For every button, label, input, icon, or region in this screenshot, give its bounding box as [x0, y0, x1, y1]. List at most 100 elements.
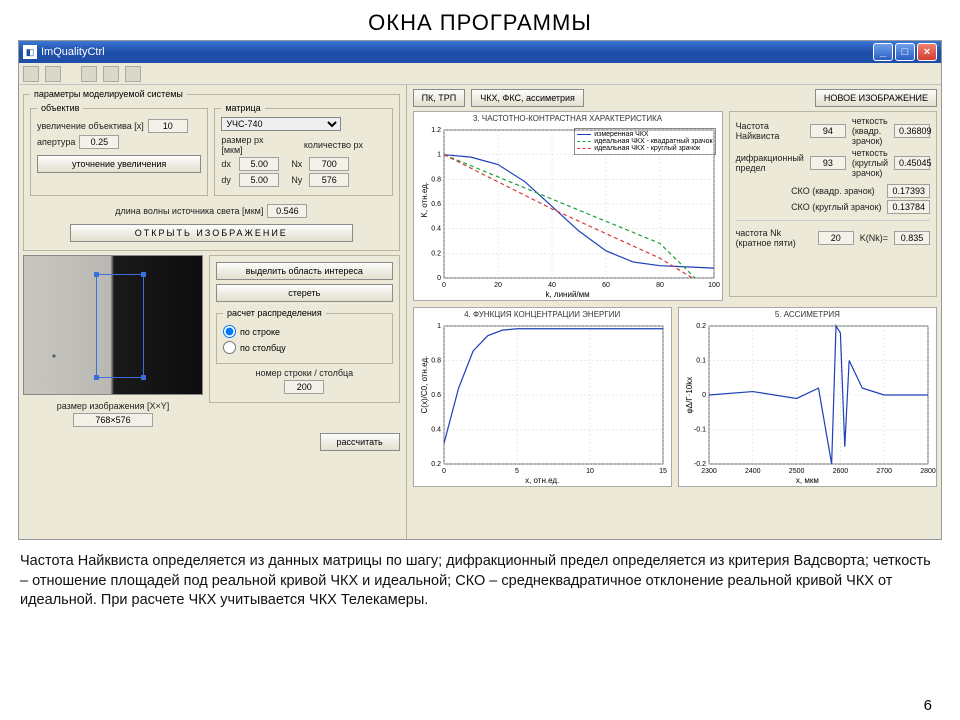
- matrix-select[interactable]: УЧС-740: [221, 117, 341, 131]
- params-group: параметры моделируемой системы объектив …: [23, 89, 400, 251]
- mag-label: увеличение объектива [х]: [37, 121, 144, 131]
- rowcol-label: номер строки / столбца: [216, 368, 393, 378]
- dif-label: дифракционный предел: [736, 153, 804, 173]
- toolbar-icon-3[interactable]: [81, 66, 97, 82]
- svg-text:0.6: 0.6: [431, 201, 441, 208]
- close-button[interactable]: ×: [917, 43, 937, 61]
- page-number: 6: [924, 697, 932, 714]
- stats-panel: Частота Найквиста 94 четкость (квадр. зр…: [729, 111, 937, 297]
- svg-text:2700: 2700: [876, 468, 892, 475]
- svg-text:15: 15: [659, 468, 667, 475]
- sharpsq-val: 0.36809: [894, 124, 930, 138]
- new-image-button[interactable]: НОВОЕ ИЗОБРАЖЕНИЕ: [815, 89, 937, 107]
- svg-text:2600: 2600: [832, 468, 848, 475]
- chart-mtf: 3. ЧАСТОТНО-КОНТРАСТНАЯ ХАРАКТЕРИСТИКА и…: [413, 111, 723, 301]
- dist-group: расчет распределения по строке по столбц…: [216, 308, 393, 364]
- knk-label: K(Nk)=: [860, 233, 888, 243]
- radio-row-label: по строке: [240, 327, 280, 337]
- ny-label: Ny: [291, 175, 305, 185]
- skosq-label: СКО (квадр. зрачок): [791, 186, 881, 196]
- dy-label: dy: [221, 175, 235, 185]
- svg-text:0: 0: [437, 275, 441, 282]
- wavelength-value: 0.546: [267, 204, 307, 218]
- svg-text:1: 1: [437, 152, 441, 159]
- titlebar: ◧ ImQualityCtrl _ □ ×: [19, 41, 941, 63]
- pxsize-label: размер px [мкм]: [221, 135, 277, 155]
- svg-text:40: 40: [548, 282, 556, 289]
- clear-roi-button[interactable]: стереть: [216, 284, 393, 302]
- svg-text:100: 100: [708, 282, 720, 289]
- tab-chkh[interactable]: ЧКХ, ФКС, ассиметрия: [471, 89, 584, 107]
- mag-value: 10: [148, 119, 188, 133]
- ny-value[interactable]: 576: [309, 173, 349, 187]
- toolbar: [19, 63, 941, 85]
- svg-text:1.2: 1.2: [431, 127, 441, 134]
- img-size-value: 768×576: [73, 413, 153, 427]
- select-roi-button[interactable]: выделить область интереса: [216, 262, 393, 280]
- svg-text:1: 1: [437, 323, 441, 330]
- svg-text:0.8: 0.8: [431, 176, 441, 183]
- nx-value[interactable]: 700: [309, 157, 349, 171]
- svg-text:0.2: 0.2: [431, 461, 441, 468]
- svg-text:0.6: 0.6: [431, 392, 441, 399]
- svg-text:2800: 2800: [920, 468, 936, 475]
- radio-row[interactable]: [223, 325, 236, 338]
- img-size-label: размер изображения [X×Y]: [57, 401, 170, 411]
- toolbar-icon-1[interactable]: [23, 66, 39, 82]
- svg-text:80: 80: [656, 282, 664, 289]
- window-title: ImQualityCtrl: [41, 46, 105, 58]
- skosq-val: 0.17393: [887, 184, 930, 198]
- nk-label: частота Nk (кратное пяти): [736, 228, 812, 248]
- dif-val: 93: [810, 156, 846, 170]
- skocr-val: 0.13784: [887, 200, 930, 214]
- sharpcr-label: четкость (круглый зрачок): [852, 148, 888, 178]
- chart-energy: 4. ФУНКЦИЯ КОНЦЕНТРАЦИИ ЭНЕРГИИ x, отн.е…: [413, 307, 672, 487]
- svg-text:0.8: 0.8: [431, 358, 441, 365]
- dy-value[interactable]: 5.00: [239, 173, 279, 187]
- roi-controls: выделить область интереса стереть расчет…: [209, 255, 400, 403]
- svg-text:0.2: 0.2: [696, 323, 706, 330]
- dist-legend: расчет распределения: [223, 308, 326, 318]
- toolbar-icon-5[interactable]: [125, 66, 141, 82]
- refine-mag-button[interactable]: уточнение увеличения: [37, 155, 201, 173]
- right-panel: ПК, ТРП ЧКХ, ФКС, ассиметрия НОВОЕ ИЗОБР…: [409, 85, 941, 539]
- params-legend: параметры моделируемой системы: [30, 89, 187, 99]
- calculate-button[interactable]: рассчитать: [320, 433, 400, 451]
- sharpsq-label: четкость (квадр. зрачок): [852, 116, 888, 146]
- objective-group: объектив увеличение объектива [х] 10 апе…: [30, 103, 208, 196]
- dx-value[interactable]: 5.00: [239, 157, 279, 171]
- image-preview[interactable]: [23, 255, 203, 395]
- nx-label: Nx: [291, 159, 305, 169]
- svg-text:20: 20: [494, 282, 502, 289]
- svg-text:0.2: 0.2: [431, 250, 441, 257]
- svg-text:-0.2: -0.2: [694, 461, 706, 468]
- open-image-button[interactable]: ОТКРЫТЬ ИЗОБРАЖЕНИЕ: [70, 224, 353, 242]
- nyq-val: 94: [810, 124, 846, 138]
- rowcol-value[interactable]: 200: [284, 380, 324, 394]
- matrix-legend: матрица: [221, 103, 264, 113]
- nyq-label: Частота Найквиста: [736, 121, 804, 141]
- nk-val[interactable]: 20: [818, 231, 854, 245]
- app-icon: ◧: [23, 45, 37, 59]
- svg-text:10: 10: [586, 468, 594, 475]
- aperture-label: апертура: [37, 137, 75, 147]
- tab-pk-trp[interactable]: ПК, ТРП: [413, 89, 466, 107]
- left-panel: параметры моделируемой системы объектив …: [19, 85, 404, 539]
- svg-text:2500: 2500: [789, 468, 805, 475]
- maximize-button[interactable]: □: [895, 43, 915, 61]
- svg-text:0: 0: [442, 468, 446, 475]
- toolbar-icon-4[interactable]: [103, 66, 119, 82]
- radio-col[interactable]: [223, 341, 236, 354]
- chart-asymmetry: 5. АССИМЕТРИЯ x, мкм φΔ/Γ·10kx 230024002…: [678, 307, 937, 487]
- roi-box[interactable]: [96, 274, 144, 378]
- objective-legend: объектив: [37, 103, 83, 113]
- svg-text:0.1: 0.1: [696, 358, 706, 365]
- knk-val: 0.835: [894, 231, 930, 245]
- count-label: количество px: [281, 140, 385, 150]
- svg-text:2400: 2400: [745, 468, 761, 475]
- svg-text:0.4: 0.4: [431, 226, 441, 233]
- aperture-value: 0.25: [79, 135, 119, 149]
- dx-label: dx: [221, 159, 235, 169]
- minimize-button[interactable]: _: [873, 43, 893, 61]
- toolbar-icon-2[interactable]: [45, 66, 61, 82]
